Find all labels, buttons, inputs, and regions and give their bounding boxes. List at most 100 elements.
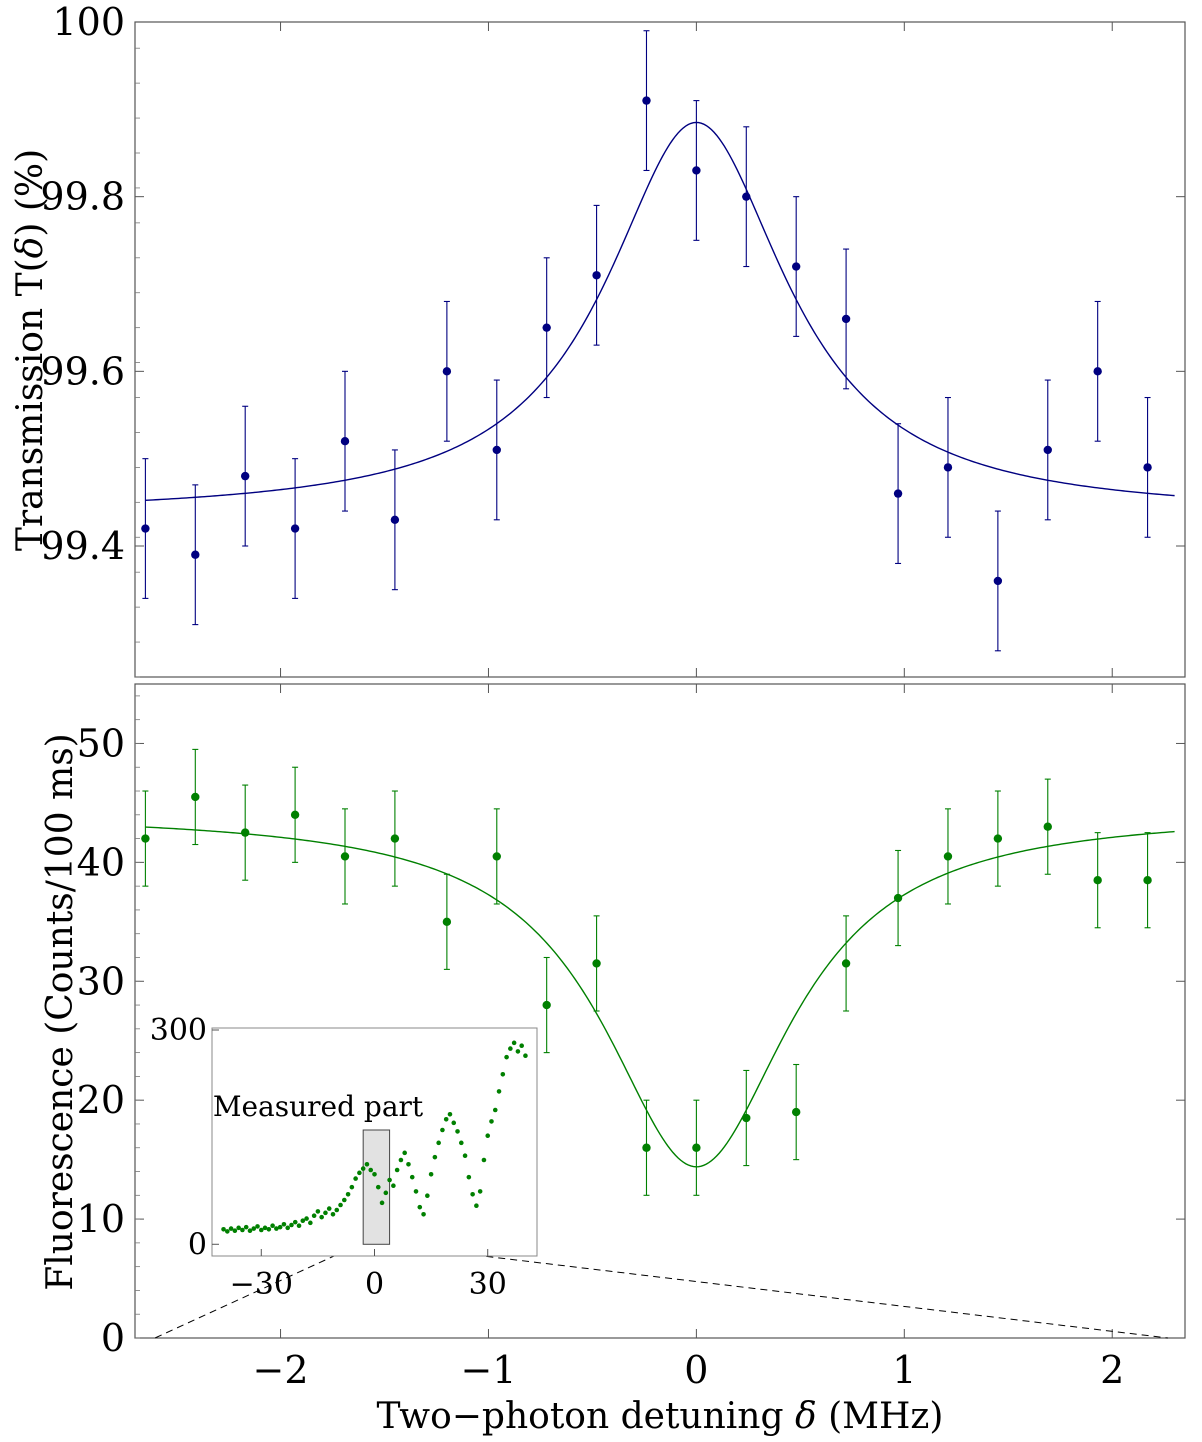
inset-marker bbox=[421, 1211, 426, 1217]
inset-marker bbox=[277, 1224, 283, 1230]
inset-marker bbox=[319, 1214, 324, 1220]
data-point bbox=[191, 484, 200, 626]
x-tick-label: 2 bbox=[1100, 1348, 1124, 1392]
marker bbox=[592, 959, 601, 968]
marker bbox=[290, 524, 300, 533]
inset-y-tick-label: 0 bbox=[188, 1227, 207, 1262]
data-point bbox=[340, 808, 350, 905]
inset-marker bbox=[462, 1153, 468, 1159]
inset-marker bbox=[281, 1221, 287, 1227]
inset-marker bbox=[477, 1189, 483, 1194]
marker bbox=[542, 323, 551, 332]
marker bbox=[240, 471, 250, 481]
y-tick-label: 20 bbox=[77, 1078, 125, 1122]
y-tick-label: 30 bbox=[77, 959, 125, 1003]
marker bbox=[642, 96, 651, 105]
inset-marker bbox=[258, 1227, 264, 1233]
data-point bbox=[993, 790, 1003, 887]
data-point bbox=[1093, 300, 1102, 442]
marker bbox=[841, 959, 851, 968]
data-point bbox=[841, 915, 851, 1012]
inset-spectrum: 0 300 −30 0 30 Measured part bbox=[150, 1013, 538, 1302]
data-point bbox=[1043, 778, 1052, 875]
inset-marker bbox=[466, 1174, 472, 1180]
marker bbox=[1143, 463, 1152, 472]
inset-marker bbox=[353, 1176, 358, 1181]
inset-marker bbox=[308, 1220, 313, 1226]
marker bbox=[993, 834, 1003, 843]
marker bbox=[492, 852, 501, 861]
inset-marker bbox=[311, 1213, 317, 1219]
fluorescence-x-ticks: −2 −1 0 1 2 bbox=[253, 684, 1124, 1392]
data-point bbox=[141, 790, 150, 887]
fluorescence-frame bbox=[134, 683, 1186, 1339]
inset-marker bbox=[364, 1161, 370, 1167]
inset-marker bbox=[236, 1225, 241, 1231]
marker bbox=[893, 893, 903, 903]
inset-marker bbox=[334, 1207, 340, 1213]
data-point bbox=[791, 1063, 801, 1161]
inset-marker bbox=[489, 1119, 494, 1124]
zoom-line-left bbox=[154, 1244, 359, 1339]
inset-marker bbox=[519, 1043, 524, 1049]
measured-part-label: Measured part bbox=[213, 1090, 424, 1123]
inset-marker bbox=[409, 1174, 415, 1180]
marker bbox=[742, 192, 751, 201]
data-point bbox=[191, 748, 200, 846]
inset-marker bbox=[458, 1140, 464, 1146]
inset-marker bbox=[338, 1202, 343, 1208]
data-point bbox=[943, 396, 953, 538]
inset-marker bbox=[485, 1133, 491, 1139]
marker bbox=[390, 834, 400, 843]
inset-marker bbox=[443, 1116, 449, 1122]
marker bbox=[290, 810, 300, 819]
inset-marker bbox=[349, 1184, 355, 1190]
inset-marker bbox=[492, 1107, 498, 1113]
inset-marker bbox=[398, 1157, 404, 1163]
marker bbox=[692, 1143, 701, 1152]
inset-x-tick-label: 0 bbox=[365, 1267, 384, 1302]
marker bbox=[841, 314, 851, 324]
marker bbox=[240, 828, 250, 837]
fluorescence-points bbox=[141, 748, 1152, 1196]
inset-marker bbox=[315, 1209, 321, 1214]
inset-marker bbox=[285, 1225, 291, 1231]
marker bbox=[191, 792, 200, 802]
fluorescence-fit-curve bbox=[145, 826, 1175, 1168]
inset-marker bbox=[270, 1223, 275, 1229]
data-point bbox=[791, 196, 801, 337]
inset-marker bbox=[515, 1049, 521, 1054]
fluorescence-y-ticks: 0 10 20 30 40 50 bbox=[77, 695, 1185, 1360]
inset-marker bbox=[523, 1053, 528, 1059]
data-point bbox=[442, 300, 452, 442]
marker bbox=[542, 1000, 551, 1010]
inset-marker bbox=[300, 1218, 306, 1224]
transmission-fit-curve bbox=[145, 121, 1175, 502]
marker bbox=[340, 852, 350, 861]
x-axis-title: Two−photon detuning δ (MHz) bbox=[377, 1396, 944, 1437]
inset-marker bbox=[508, 1046, 513, 1051]
inset-marker bbox=[394, 1167, 400, 1173]
inset-marker bbox=[432, 1154, 438, 1160]
data-point bbox=[141, 458, 150, 599]
transmission-y-ticks: 99.4 99.6 99.8 100 bbox=[40, 0, 1185, 678]
inset-marker bbox=[387, 1177, 392, 1183]
data-point bbox=[442, 873, 452, 970]
x-tick-label: 0 bbox=[684, 1348, 708, 1392]
inset-marker bbox=[342, 1197, 347, 1203]
y-tick-label: 99.6 bbox=[40, 349, 125, 393]
data-point bbox=[642, 30, 651, 172]
transmission-points bbox=[141, 30, 1152, 652]
marker bbox=[1143, 876, 1152, 885]
inset-marker bbox=[345, 1191, 351, 1197]
inset-marker bbox=[504, 1054, 509, 1060]
inset-marker bbox=[274, 1226, 279, 1231]
x-tick-label: 1 bbox=[892, 1348, 916, 1392]
data-point bbox=[592, 204, 601, 346]
data-point bbox=[290, 458, 300, 599]
transmission-x-ticks bbox=[280, 22, 1113, 677]
data-point bbox=[542, 956, 551, 1054]
inset-marker bbox=[323, 1210, 328, 1216]
inset-marker bbox=[413, 1189, 419, 1194]
inset-marker bbox=[481, 1157, 487, 1163]
